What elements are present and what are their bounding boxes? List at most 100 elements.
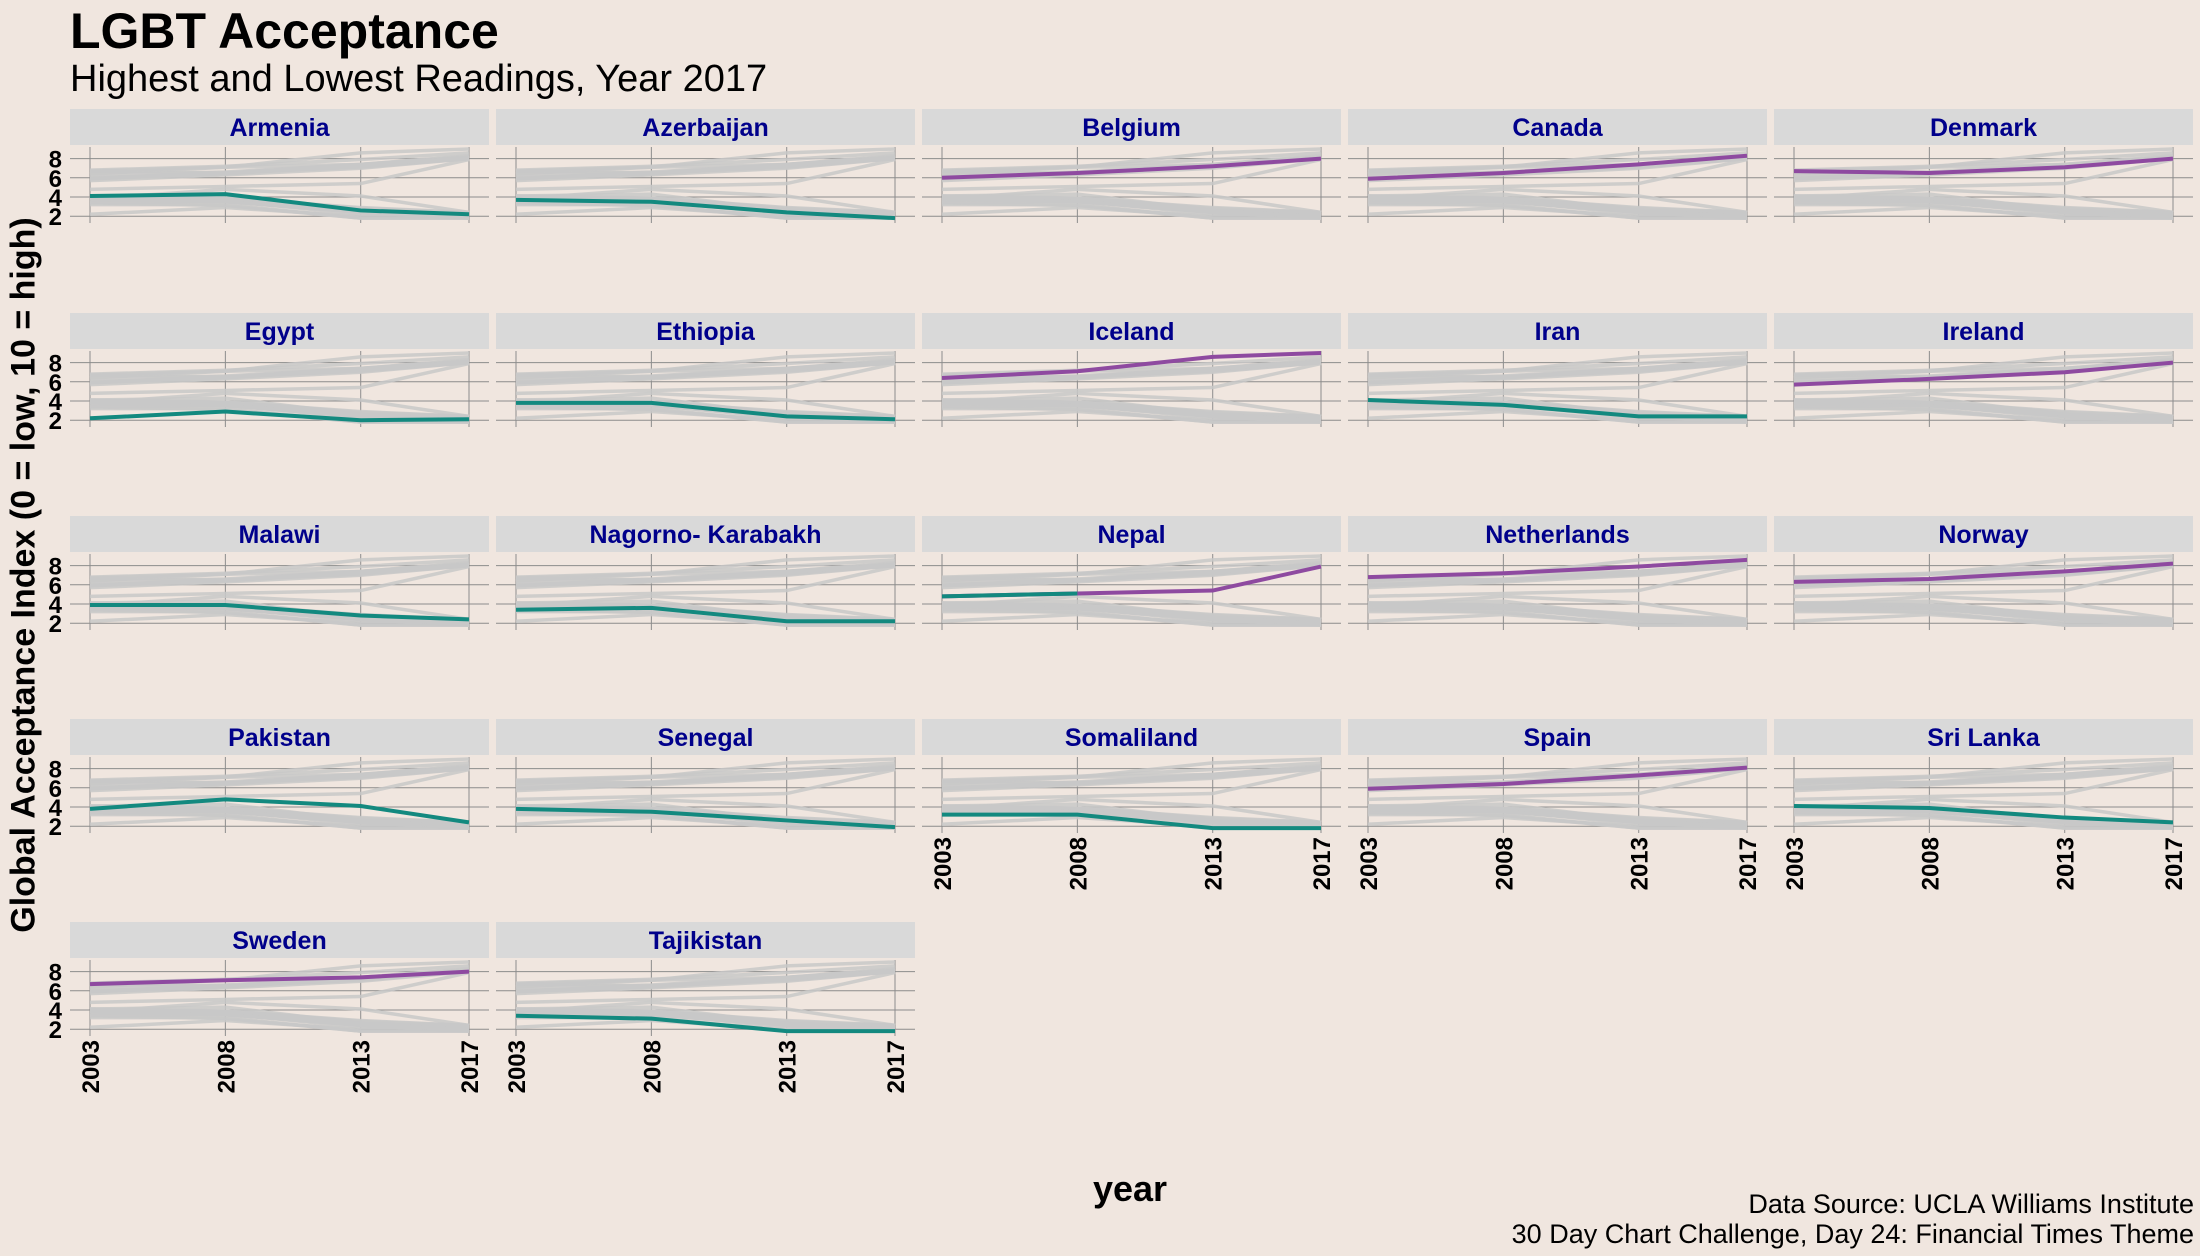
- background-series-line: [89, 804, 470, 825]
- background-series-line: [89, 970, 470, 1005]
- chart-subtitle: Highest and Lowest Readings, Year 2017: [70, 58, 768, 100]
- background-series-line: [1367, 564, 1748, 599]
- facet-strip: [1774, 719, 2193, 755]
- background-series-line: [515, 564, 896, 599]
- facet-strip-label: Ethiopia: [656, 318, 756, 346]
- background-series-line: [941, 601, 1322, 622]
- facet-strip: [496, 516, 915, 552]
- facet-strip: [1348, 313, 1767, 349]
- facet-strip: [496, 719, 915, 755]
- facet-strip: [1774, 313, 2193, 349]
- y-tick-label: 2: [49, 204, 62, 231]
- facet-strip-label: Denmark: [1930, 114, 2037, 142]
- background-series-line: [515, 391, 896, 419]
- facet-panel: Norway: [1774, 516, 2193, 630]
- facet-strip: [922, 719, 1341, 755]
- facet-strip: [922, 109, 1341, 145]
- highlighted-series-line: [515, 806, 896, 830]
- facet-strip: [1348, 109, 1767, 145]
- background-series-line: [89, 608, 469, 627]
- background-series-line: [1367, 608, 1747, 627]
- background-series-line: [941, 807, 1322, 829]
- y-tick-label: 8: [49, 147, 62, 174]
- background-series-line: [1367, 197, 1748, 219]
- x-tick-label: 2017: [883, 1040, 910, 1093]
- y-tick-label: 2: [49, 611, 62, 638]
- facet-panel: Canada: [1348, 109, 1767, 223]
- background-series-line: [89, 1010, 470, 1032]
- y-tick-label: 4: [49, 795, 63, 822]
- facet-strip-label: Belgium: [1082, 114, 1181, 142]
- highlighted-series-line: [1793, 561, 2174, 584]
- facet-strip: [70, 719, 489, 755]
- x-tick-label: 2003: [930, 837, 957, 890]
- background-series-line: [1793, 604, 2174, 626]
- x-tick-label: 2013: [775, 1040, 802, 1093]
- y-tick-label: 2: [49, 408, 62, 435]
- y-tick-label: 8: [49, 554, 62, 581]
- facet-strip: [922, 516, 1341, 552]
- background-series-line: [1367, 201, 1747, 220]
- caption-challenge: 30 Day Chart Challenge, Day 24: Financia…: [1511, 1219, 2194, 1249]
- facet-strip: [1774, 109, 2193, 145]
- background-series-line: [941, 201, 1321, 220]
- background-series-line: [515, 360, 896, 377]
- highlighted-series-line: [515, 197, 896, 221]
- facet-strip: [496, 313, 915, 349]
- background-series-line: [1367, 194, 1748, 215]
- background-series-line: [941, 804, 1322, 825]
- y-tick-label: 6: [49, 573, 62, 600]
- facet-panel: Tajikistan 2003 2008 2013 2017: [496, 922, 915, 1093]
- x-tick-label: 2013: [1201, 837, 1228, 890]
- background-series-line: [89, 766, 470, 783]
- background-series-line: [1793, 187, 2174, 215]
- facet-panel: Nepal: [922, 516, 1341, 630]
- highlighted-series-line: [89, 409, 470, 423]
- y-tick-label: 4: [49, 998, 63, 1025]
- background-series-line: [1367, 594, 1748, 622]
- background-series-line: [515, 767, 896, 802]
- x-tick-label: 2003: [78, 1040, 105, 1093]
- background-series-line: [1793, 197, 2174, 219]
- y-tick-label: 4: [49, 185, 63, 212]
- facet-strip-label: Egypt: [245, 318, 315, 346]
- x-tick-label: 2017: [1309, 837, 1336, 890]
- y-tick-label: 6: [49, 776, 62, 803]
- facet-panel: Azerbaijan: [496, 109, 915, 223]
- background-series-line: [941, 361, 1322, 396]
- background-series-line: [89, 1007, 470, 1028]
- highlighted-series-line: [1367, 557, 1748, 580]
- facet-strip-label: Pakistan: [228, 724, 331, 752]
- facet-strip: [496, 109, 915, 145]
- y-tick-label: 6: [49, 166, 62, 193]
- background-series-line: [1367, 157, 1748, 192]
- x-tick-label: 2017: [1735, 837, 1762, 890]
- background-series-line: [1793, 601, 2174, 622]
- background-series-line: [515, 811, 895, 830]
- highlighted-series-line: [90, 602, 470, 622]
- background-series-line: [89, 604, 470, 626]
- x-tick-label: 2013: [349, 1040, 376, 1093]
- y-tick-label: 8: [49, 960, 62, 987]
- background-series-line: [515, 969, 896, 986]
- facet-panel: Denmark: [1774, 109, 2193, 223]
- background-series-line: [89, 767, 470, 802]
- background-series-line: [941, 405, 1321, 424]
- highlighted-series-line: [1367, 153, 1748, 181]
- background-series-line: [1793, 594, 2174, 622]
- facet-panel: Spain 2003 2008 2013 2017: [1348, 719, 1767, 890]
- background-series-line: [515, 563, 896, 580]
- highlighted-series-line: [89, 797, 470, 825]
- background-series-line: [515, 797, 896, 825]
- background-series-line: [1793, 767, 2174, 802]
- background-series-line: [89, 807, 470, 829]
- x-tick-label: 2008: [1491, 837, 1518, 890]
- facet-strip: [70, 516, 489, 552]
- background-series-line: [1793, 401, 2174, 423]
- background-series-line: [1793, 194, 2174, 215]
- facet-strip-label: Nagorno- Karabakh: [590, 521, 822, 549]
- background-series-line: [1793, 807, 2174, 829]
- background-series-line: [515, 361, 896, 396]
